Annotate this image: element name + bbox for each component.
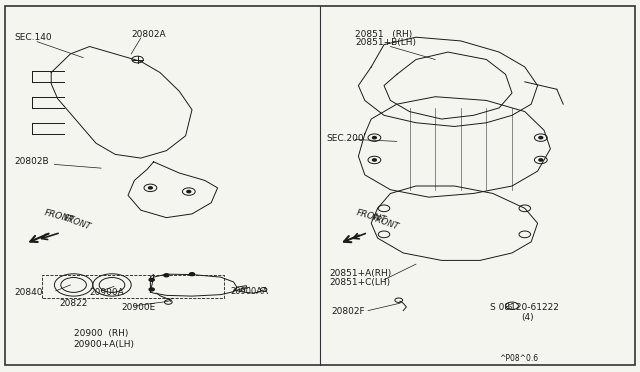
Text: S: S <box>508 304 512 310</box>
Text: (4): (4) <box>522 313 534 322</box>
Text: SEC.140: SEC.140 <box>14 33 52 42</box>
Circle shape <box>149 288 154 291</box>
Text: 20802B: 20802B <box>14 157 49 166</box>
Circle shape <box>148 187 152 189</box>
Text: 20900  (RH): 20900 (RH) <box>74 328 128 337</box>
Circle shape <box>189 273 195 276</box>
Text: 20900AA: 20900AA <box>230 287 268 296</box>
Text: 20840: 20840 <box>14 288 43 296</box>
Circle shape <box>187 190 191 193</box>
Text: 20851   (RH): 20851 (RH) <box>355 30 412 39</box>
Text: 20851+C(LH): 20851+C(LH) <box>330 278 391 286</box>
Text: ^P08^0.6: ^P08^0.6 <box>499 354 538 363</box>
Circle shape <box>372 137 376 139</box>
Circle shape <box>539 159 543 161</box>
Text: FRONT: FRONT <box>62 213 92 231</box>
Text: 20900+A(LH): 20900+A(LH) <box>74 340 134 349</box>
Text: 20822: 20822 <box>60 299 88 308</box>
Text: 20900E: 20900E <box>122 302 156 311</box>
Text: S 08120-61222: S 08120-61222 <box>490 302 559 311</box>
Text: FRONT: FRONT <box>370 214 400 232</box>
Text: 20802F: 20802F <box>332 307 365 316</box>
Text: 20802A: 20802A <box>131 30 166 39</box>
Circle shape <box>539 137 543 139</box>
Circle shape <box>372 159 376 161</box>
Text: FRONT: FRONT <box>355 209 387 225</box>
Text: 20900A: 20900A <box>90 288 124 296</box>
Circle shape <box>149 278 154 281</box>
Text: 20851+B(LH): 20851+B(LH) <box>355 38 416 47</box>
Text: FRONT: FRONT <box>44 209 76 225</box>
Text: 20851+A(RH): 20851+A(RH) <box>330 269 392 278</box>
Text: SEC.200: SEC.200 <box>326 134 364 142</box>
Circle shape <box>164 274 169 277</box>
